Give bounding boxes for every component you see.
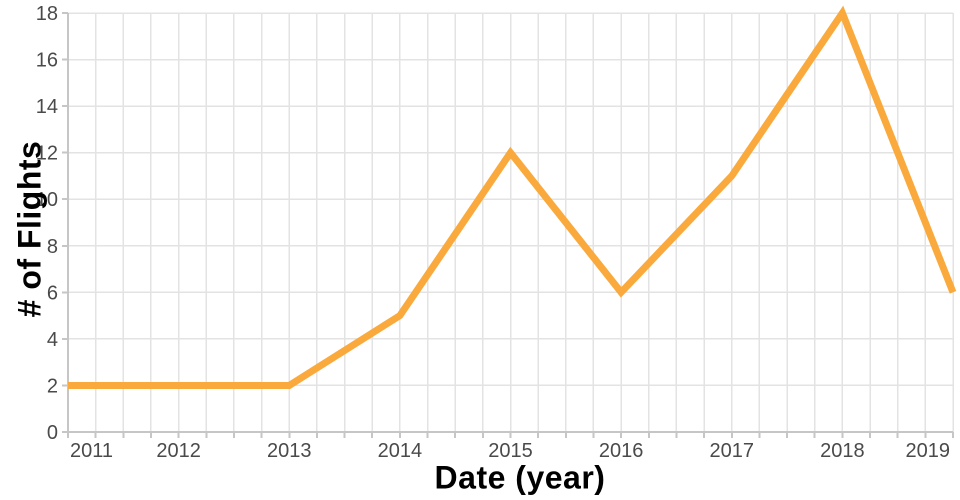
y-tick-label: 18 bbox=[36, 3, 58, 25]
x-tick-label: 2013 bbox=[267, 440, 312, 462]
y-tick-label: 16 bbox=[36, 50, 58, 72]
y-axis-title: # of Flights bbox=[11, 140, 48, 318]
y-tick-label: 14 bbox=[36, 96, 58, 118]
x-tick-label: 2011 bbox=[70, 440, 113, 462]
y-tick-label: 4 bbox=[47, 329, 58, 351]
x-axis-title: Date (year) bbox=[434, 459, 606, 496]
x-tick-label: 2015 bbox=[488, 440, 533, 462]
y-tick-label: 8 bbox=[47, 236, 58, 258]
y-tick-label: 2 bbox=[47, 375, 58, 397]
x-tick-label: 2012 bbox=[156, 440, 201, 462]
x-tick-label: 2014 bbox=[378, 440, 423, 462]
x-tick-label: 2018 bbox=[820, 440, 865, 462]
x-tick-label: 2016 bbox=[599, 440, 644, 462]
flights-line-series bbox=[68, 5, 957, 389]
y-tick-label: 0 bbox=[47, 422, 58, 444]
x-tick-label: 2019 bbox=[906, 440, 951, 462]
y-tick-label: 10 bbox=[36, 189, 58, 211]
y-tick-label: 12 bbox=[36, 143, 58, 165]
x-tick-label: 2017 bbox=[710, 440, 755, 462]
y-tick-label: 6 bbox=[47, 282, 58, 304]
